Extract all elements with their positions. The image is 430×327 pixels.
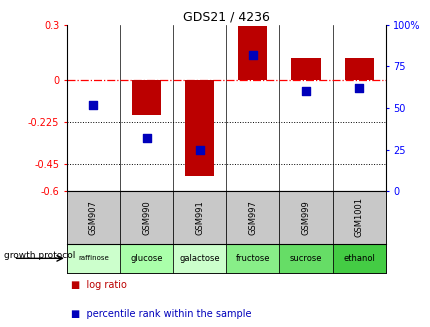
Bar xyxy=(332,191,385,244)
Bar xyxy=(173,191,226,244)
Text: growth protocol: growth protocol xyxy=(4,250,76,260)
Bar xyxy=(238,26,267,80)
Text: galactose: galactose xyxy=(179,254,219,263)
Bar xyxy=(279,244,332,273)
Bar xyxy=(291,58,320,80)
Point xyxy=(90,102,97,107)
Text: ■  log ratio: ■ log ratio xyxy=(71,280,127,290)
Bar xyxy=(184,80,214,177)
Text: GSM991: GSM991 xyxy=(195,200,204,235)
Point xyxy=(249,52,256,57)
Bar xyxy=(173,244,226,273)
Text: ■  percentile rank within the sample: ■ percentile rank within the sample xyxy=(71,309,251,319)
Text: GSM1001: GSM1001 xyxy=(354,198,363,237)
Bar xyxy=(226,191,279,244)
Text: sucrose: sucrose xyxy=(289,254,322,263)
Bar xyxy=(120,191,173,244)
Text: GSM997: GSM997 xyxy=(248,200,257,235)
Text: glucose: glucose xyxy=(130,254,163,263)
Bar xyxy=(344,58,373,80)
Bar xyxy=(226,244,279,273)
Bar xyxy=(67,244,120,273)
Bar xyxy=(279,191,332,244)
Point xyxy=(196,147,203,152)
Point xyxy=(143,135,150,141)
Text: GSM990: GSM990 xyxy=(142,200,150,235)
Bar xyxy=(67,191,120,244)
Title: GDS21 / 4236: GDS21 / 4236 xyxy=(182,10,269,23)
Point xyxy=(302,89,309,94)
Bar xyxy=(132,80,161,115)
Point xyxy=(355,85,362,91)
Text: GSM907: GSM907 xyxy=(89,200,98,235)
Bar xyxy=(120,244,173,273)
Text: fructose: fructose xyxy=(235,254,270,263)
Text: raffinose: raffinose xyxy=(78,255,108,261)
Text: ethanol: ethanol xyxy=(342,254,374,263)
Bar xyxy=(332,244,385,273)
Text: GSM999: GSM999 xyxy=(301,200,310,235)
